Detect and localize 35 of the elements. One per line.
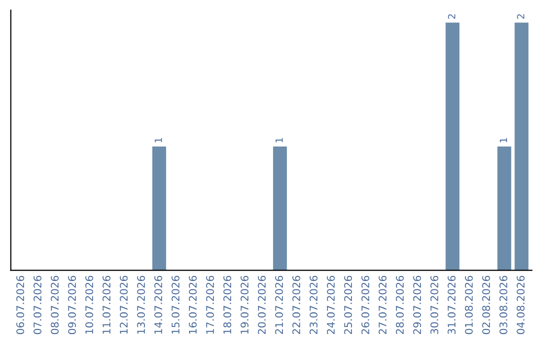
x-tick-label: 13.07.2026 (137, 276, 145, 334)
x-tick-label: 20.07.2026 (258, 276, 266, 334)
x-tick-label: 08.07.2026 (50, 276, 59, 334)
x-tick-label: 27.07.2026 (378, 276, 387, 334)
x-tick-label: 31.07.2026 (448, 276, 456, 334)
x-tick-label: 15.07.2026 (172, 276, 180, 334)
x-tick-label: 02.08.2026 (482, 276, 490, 334)
x-tick-label: 24.07.2026 (326, 276, 335, 334)
data-label: 1 (276, 138, 283, 142)
x-tick-label: 11.07.2026 (102, 276, 110, 334)
data-label: 1 (154, 138, 162, 142)
x-tick-label: 29.07.2026 (413, 276, 422, 334)
x-tick-label: 26.07.2026 (361, 276, 370, 334)
x-tick-label: 14.07.2026 (154, 276, 162, 334)
x-tick-label: 19.07.2026 (240, 276, 248, 334)
x-tick-label: 03.08.2026 (499, 276, 508, 334)
x-tick-label: 12.07.2026 (120, 276, 128, 334)
x-tick-label: 23.07.2026 (310, 276, 318, 334)
x-tick-label: 04.08.2026 (516, 276, 525, 334)
data-label: 2 (448, 14, 456, 19)
x-tick-label: 06.07.2026 (16, 276, 24, 334)
x-tick-label: 22.07.2026 (292, 276, 300, 334)
x-tick-label: 17.07.2026 (206, 276, 214, 334)
x-tick-label: 21.07.2026 (275, 276, 283, 334)
x-tick-label: 07.07.2026 (34, 276, 42, 334)
x-tick-label: 28.07.2026 (396, 276, 404, 334)
x-tick-label: 10.07.2026 (85, 276, 94, 334)
x-tick-label: 16.07.2026 (188, 276, 197, 334)
x-tick-label: 30.07.2026 (430, 276, 438, 334)
data-label: 2 (517, 14, 524, 19)
x-tick-label: 01.08.2026 (464, 276, 473, 334)
x-tick-label: 09.07.2026 (68, 276, 76, 334)
x-tick-label: 25.07.2026 (344, 276, 352, 334)
data-label: 1 (500, 138, 507, 142)
x-tick-label: 18.07.2026 (223, 276, 232, 334)
